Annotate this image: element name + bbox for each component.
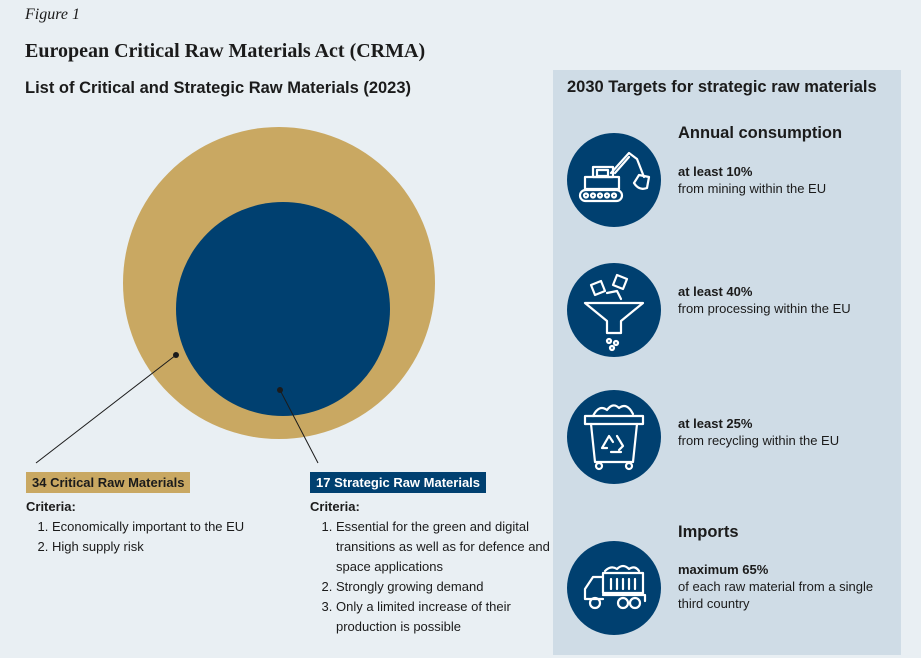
target-description: of each raw material from a single third… xyxy=(678,579,874,611)
criteria-list: Essential for the green and digital tran… xyxy=(310,517,550,637)
target-value: at least 25% xyxy=(678,416,753,431)
target-description: from recycling within the EU xyxy=(678,433,840,448)
figure-label: Figure 1 xyxy=(25,6,80,23)
target-mining: at least 10% from mining within the EU xyxy=(678,163,826,197)
strategic-circle xyxy=(176,202,390,416)
criteria-item: High supply risk xyxy=(52,537,266,557)
criteria-item: Strongly growing demand xyxy=(336,577,550,597)
excavator-icon xyxy=(567,133,661,227)
target-value: maximum 65% xyxy=(678,562,769,577)
strategic-leader-line xyxy=(279,389,319,464)
target-recycling: at least 25% from recycling within the E… xyxy=(678,415,839,449)
target-value: at least 40% xyxy=(678,284,753,299)
criteria-heading: Criteria: xyxy=(310,499,360,514)
target-imports: maximum 65% of each raw material from a … xyxy=(678,561,901,612)
critical-leader-dot xyxy=(173,352,179,358)
target-description: from processing within the EU xyxy=(678,301,851,316)
recycling-bin-icon xyxy=(567,390,661,484)
criteria-item: Only a limited increase of their product… xyxy=(336,597,550,637)
diagram-subtitle: List of Critical and Strategic Raw Mater… xyxy=(25,79,412,97)
critical-materials-tag: 34 Critical Raw Materials xyxy=(26,472,191,493)
criteria-list: Economically important to the EU High su… xyxy=(26,517,266,557)
page-title: European Critical Raw Materials Act (CRM… xyxy=(25,40,426,62)
strategic-criteria: Criteria: Essential for the green and di… xyxy=(310,497,550,637)
target-processing: at least 40% from processing within the … xyxy=(678,283,851,317)
targets-title: 2030 Targets for strategic raw materials xyxy=(567,78,877,96)
targets-panel: 2030 Targets for strategic raw materials… xyxy=(553,70,901,655)
criteria-heading: Criteria: xyxy=(26,499,76,514)
strategic-materials-tag: 17 Strategic Raw Materials xyxy=(310,472,487,493)
strategic-leader-dot xyxy=(277,387,283,393)
funnel-icon xyxy=(567,263,661,357)
critical-leader-line xyxy=(35,354,177,464)
venn-diagram xyxy=(35,127,435,464)
dump-truck-icon xyxy=(567,541,661,635)
criteria-item: Economically important to the EU xyxy=(52,517,266,537)
imports-heading: Imports xyxy=(678,523,739,541)
criteria-item: Essential for the green and digital tran… xyxy=(336,517,550,577)
target-value: at least 10% xyxy=(678,164,753,179)
target-description: from mining within the EU xyxy=(678,181,827,196)
critical-criteria: Criteria: Economically important to the … xyxy=(26,497,266,557)
annual-consumption-heading: Annual consumption xyxy=(678,124,843,142)
